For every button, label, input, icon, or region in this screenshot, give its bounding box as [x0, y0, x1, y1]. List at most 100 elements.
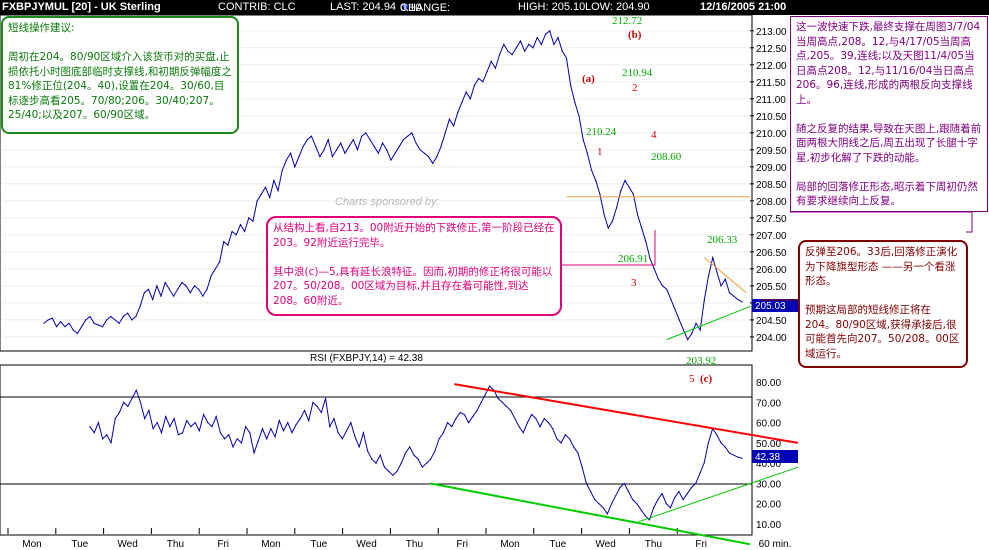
price-point	[528, 43, 530, 46]
price-point	[101, 326, 104, 328]
rsi-point	[257, 440, 259, 442]
rsi-point	[409, 446, 411, 448]
price-tick-label: 211.50	[756, 78, 786, 89]
rsi-point	[690, 486, 693, 489]
rsi-point	[232, 446, 234, 448]
price-point	[177, 288, 179, 290]
price-point	[674, 309, 676, 311]
rsi-point	[320, 411, 322, 414]
rsi-point	[114, 417, 116, 420]
price-point	[549, 30, 551, 32]
rsi-point	[177, 434, 179, 436]
price-point	[432, 162, 434, 165]
price-point	[733, 295, 735, 297]
price-point	[507, 50, 509, 52]
rsi-point	[329, 426, 331, 428]
price-point	[344, 152, 346, 154]
price-point	[285, 159, 288, 161]
rsi-point	[472, 415, 474, 418]
price-point	[419, 149, 421, 151]
rsi-point	[367, 450, 369, 452]
rsi-point	[371, 458, 373, 460]
rsi-point	[724, 446, 726, 448]
x-tick-label: Thu	[406, 539, 423, 550]
rsi-line	[89, 385, 743, 521]
price-point	[611, 220, 614, 222]
rsi-point	[312, 401, 314, 403]
rsi-point	[632, 499, 634, 501]
rsi-point	[543, 417, 545, 420]
price-point	[737, 298, 739, 301]
price-point	[503, 43, 505, 46]
price-point	[264, 186, 267, 188]
price-line	[43, 29, 743, 341]
price-point	[168, 288, 170, 290]
price-point	[473, 84, 476, 86]
rsi-point	[287, 422, 289, 424]
rsi-point	[89, 426, 91, 428]
price-point	[666, 288, 668, 290]
price-point	[319, 156, 321, 158]
rsi-point	[728, 452, 730, 454]
price-point	[595, 179, 597, 182]
x-tick-label: Tue	[71, 539, 88, 550]
rsi-point	[459, 411, 461, 414]
rsi-point	[131, 397, 133, 399]
price-point	[641, 227, 643, 229]
price-tick-label: 210.50	[756, 112, 787, 123]
watermark: Charts sponsored by:	[335, 196, 440, 208]
rsi-point	[737, 456, 739, 458]
price-point	[519, 40, 522, 42]
price-point	[570, 84, 572, 86]
price-current-value: 205.03	[755, 301, 786, 312]
rsi-point	[383, 466, 386, 468]
price-point	[164, 281, 166, 284]
price-point	[448, 118, 451, 120]
price-point	[716, 271, 718, 273]
price-point	[670, 298, 672, 301]
rsi-support-line	[429, 482, 751, 546]
trend-lines	[429, 196, 799, 546]
price-point	[423, 152, 425, 154]
rsi-point	[345, 430, 348, 432]
price-point	[394, 152, 396, 154]
price-point	[89, 315, 91, 318]
price-point	[407, 135, 409, 137]
rsi-point	[522, 432, 524, 434]
x-tick-label: 60 min.	[759, 539, 792, 550]
rsi-point	[640, 509, 642, 511]
annot-c: (c)	[700, 373, 713, 385]
rsi-point	[278, 419, 280, 422]
rsi-point	[438, 438, 440, 440]
price-point	[657, 278, 660, 280]
price-point	[582, 139, 584, 141]
rsi-point	[589, 490, 592, 493]
rsi-point	[266, 438, 268, 440]
price-point	[381, 142, 384, 144]
title-bar: FXBPJYMUL [20] - UK Sterling CONTRIB: CL…	[0, 0, 989, 15]
price-tick-label: 207.50	[756, 214, 787, 225]
price-tick-label: 205.50	[756, 282, 787, 293]
rsi-point	[682, 499, 684, 501]
rsi-point	[181, 432, 184, 434]
price-point	[574, 101, 576, 103]
rsi-point	[291, 432, 293, 434]
price-point	[269, 196, 271, 199]
price-point	[244, 230, 246, 233]
rsi-point	[148, 409, 150, 412]
rsi-point	[228, 434, 230, 436]
rsi-tick-label: 60.00	[756, 419, 781, 430]
annot-2: 2	[632, 82, 638, 94]
rsi-point	[282, 430, 285, 432]
rsi-point	[518, 426, 520, 428]
price-point	[210, 275, 212, 277]
rsi-point	[467, 422, 470, 424]
price-point	[335, 149, 338, 151]
rsi-tick-label: 20.00	[756, 500, 781, 511]
rsi-point	[674, 497, 676, 499]
x-tick-label: Mon	[22, 539, 41, 550]
x-tick-label: Wed	[356, 539, 376, 550]
rsi-point	[526, 422, 529, 424]
rsi-support-short-line	[637, 466, 799, 523]
